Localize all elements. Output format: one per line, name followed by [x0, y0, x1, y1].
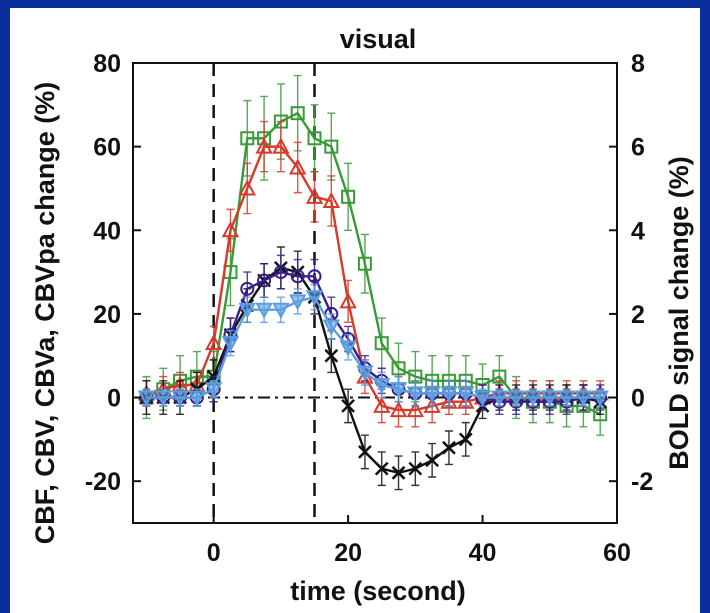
x-axis-label: time (second) [290, 576, 466, 606]
series-2-point [341, 399, 355, 413]
series-4-point [255, 302, 273, 319]
series-1-point [373, 396, 391, 413]
series-3-point [290, 269, 305, 284]
slide-background: visual 0 20 40 60 80 60 40 20 0 -20 8 6 4 2 0 -2 time (… [10, 8, 700, 613]
series-2-point [324, 348, 339, 363]
y-tick-label: 80 [93, 50, 121, 78]
series-0-line [145, 111, 601, 416]
y2-tick-label: 4 [631, 217, 645, 245]
series-0-point [307, 131, 322, 146]
series-4-point [272, 302, 290, 319]
y-tick-label: 0 [107, 385, 121, 413]
series-0-point [290, 106, 305, 121]
y2-tick-label: -2 [631, 468, 653, 496]
series-4-point [457, 386, 475, 403]
series-4-point [507, 390, 525, 407]
series-4-point [322, 319, 340, 336]
series-1-point [339, 292, 357, 309]
series-4-point [171, 390, 189, 407]
series-3-point [307, 269, 322, 284]
y-tick-label: 40 [93, 217, 121, 245]
y-tick-label: 60 [93, 134, 121, 162]
series-1-point [457, 392, 475, 409]
series-1-point [204, 334, 223, 351]
plot-area [133, 63, 617, 523]
series-2-point [374, 461, 389, 476]
series-4-point [490, 390, 509, 407]
series-4-point [406, 386, 425, 403]
series-4-point [473, 390, 492, 407]
series-2-point [458, 432, 473, 447]
y2-tick-label: 0 [631, 385, 645, 413]
series-4-point [238, 302, 256, 319]
y2-tick-label: 8 [631, 50, 645, 78]
chart-title: visual [340, 24, 417, 54]
series-0-point [341, 189, 356, 204]
y-axis-label: CBF, CBV, CBVa, CBVpa change (%) [30, 82, 60, 545]
series-4-point [541, 390, 559, 407]
series-1-point [389, 400, 408, 418]
series-0-point [357, 256, 372, 271]
series-4-point [591, 390, 609, 407]
series-0-point [324, 139, 339, 154]
x-tick-label: 40 [469, 539, 497, 567]
series-3-line [146, 270, 601, 403]
series-4-line [146, 295, 601, 399]
series-4-point [440, 386, 458, 403]
series-4-point [524, 390, 542, 407]
y-tick-label: 20 [93, 301, 121, 329]
series-4-point [389, 382, 408, 399]
series-1-point [221, 221, 240, 238]
series-4-point [154, 390, 172, 407]
series-1-point [289, 158, 307, 175]
series-1-line [146, 145, 601, 412]
series-2-point [391, 465, 406, 480]
plot-frame [132, 62, 618, 524]
y2-axis-label: BOLD signal change (%) [664, 156, 694, 470]
x-tick-label: 60 [603, 539, 631, 567]
y-tick-label: -20 [85, 468, 121, 496]
y2-tick-label: 6 [631, 134, 645, 162]
series-0-point [391, 361, 406, 376]
series-2-point [358, 445, 372, 459]
series-2-point [442, 440, 456, 455]
y2-tick-label: 2 [631, 301, 645, 329]
series-1-point [238, 179, 256, 196]
series-4-point [557, 390, 576, 407]
series-3-point [257, 273, 272, 288]
series-4-point [356, 365, 374, 382]
series-4-point [373, 378, 391, 395]
series-2-point [408, 461, 423, 476]
series-4-point [574, 390, 593, 407]
series-1-point [272, 137, 290, 154]
series-4-point [137, 390, 156, 407]
series-4-point [188, 390, 206, 407]
series-4-point [339, 340, 357, 357]
series-1-point [305, 187, 324, 204]
series-4-point [305, 290, 324, 307]
series-1-point [322, 191, 340, 208]
series-1-point [406, 400, 425, 418]
series-1-point [440, 392, 458, 409]
series-3-point [273, 265, 288, 280]
series-0-point [374, 336, 389, 351]
series-1-point [255, 137, 273, 154]
series-3-point [240, 281, 255, 296]
series-4-point [204, 382, 223, 399]
series-2-point [425, 453, 440, 468]
series-4-point [423, 386, 441, 403]
series-0-point [240, 131, 255, 146]
x-tick-label: 0 [207, 539, 221, 567]
series-4-point [221, 336, 240, 353]
x-tick-label: 20 [334, 539, 362, 567]
series-4-point [289, 294, 307, 311]
